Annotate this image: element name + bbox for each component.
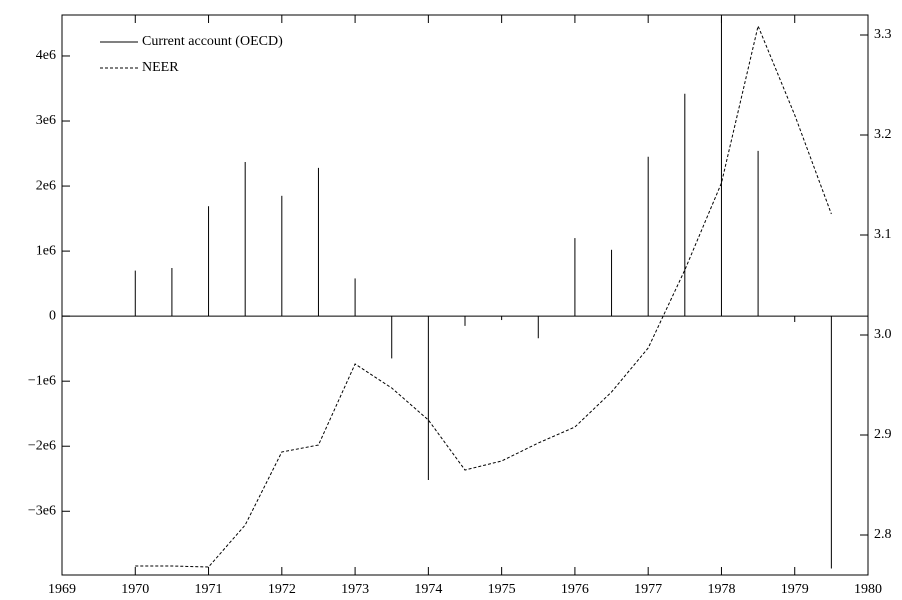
x-tick-label: 1974 bbox=[414, 582, 442, 597]
y-tick-label: −3e6 bbox=[28, 503, 56, 518]
y2-tick-label: 2.9 bbox=[874, 427, 892, 442]
x-tick-label: 1975 bbox=[488, 582, 516, 597]
x-tick-label: 1977 bbox=[634, 582, 662, 597]
x-tick-label: 1969 bbox=[48, 582, 76, 597]
plot-frame bbox=[61, 14, 869, 576]
legend-label: Current account (OECD) bbox=[142, 34, 283, 49]
x-tick-label: 1978 bbox=[707, 582, 735, 597]
y2-tick-label: 3.0 bbox=[874, 327, 892, 342]
y2-tick-label: 3.1 bbox=[874, 227, 892, 242]
y2-tick-label: 3.2 bbox=[874, 127, 892, 142]
y-tick-label: 1e6 bbox=[36, 243, 56, 258]
y-tick-label: −2e6 bbox=[28, 438, 56, 453]
y2-tick-label: 3.3 bbox=[874, 27, 892, 42]
x-tick-label: 1980 bbox=[854, 582, 882, 597]
y-tick-label: 2e6 bbox=[36, 178, 56, 193]
x-tick-label: 1971 bbox=[195, 582, 223, 597]
legend-label: NEER bbox=[142, 60, 179, 75]
x-tick-label: 1979 bbox=[781, 582, 809, 597]
x-tick-label: 1972 bbox=[268, 582, 296, 597]
y-tick-label: 0 bbox=[49, 308, 56, 323]
y2-tick-label: 2.8 bbox=[874, 527, 892, 542]
line bbox=[135, 24, 832, 568]
y-tick-label: 4e6 bbox=[36, 48, 56, 63]
x-tick-label: 1970 bbox=[121, 582, 149, 597]
x-tick-label: 1976 bbox=[561, 582, 589, 597]
x-tick-label: 1973 bbox=[341, 582, 369, 597]
y-tick-label: −1e6 bbox=[28, 373, 56, 388]
y-tick-label: 3e6 bbox=[36, 113, 56, 128]
